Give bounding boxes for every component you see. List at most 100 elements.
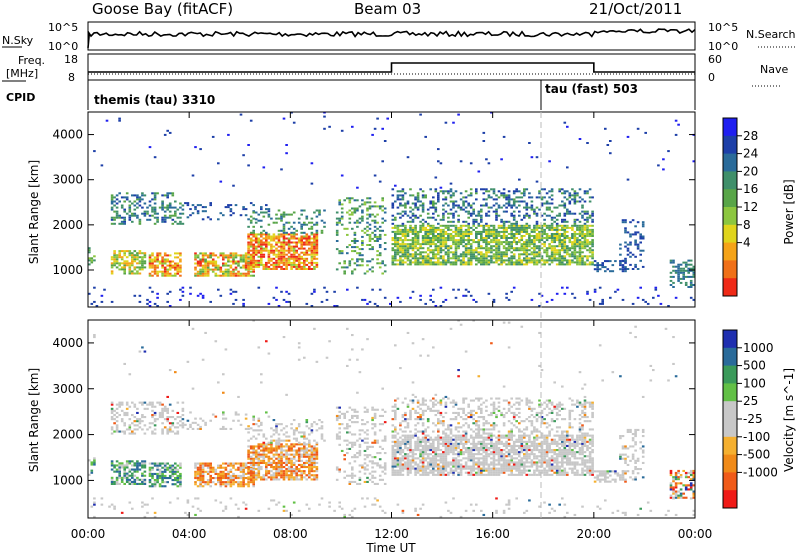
heatmap-cell [373, 174, 377, 177]
heatmap-cell [90, 302, 94, 305]
heatmap-cell [414, 245, 417, 248]
heatmap-cell [252, 247, 255, 250]
heatmap-cell [277, 251, 281, 254]
heatmap-cell [561, 241, 564, 244]
heatmap-cell [113, 222, 116, 225]
heatmap-cell [254, 478, 258, 481]
heatmap-cell [414, 261, 417, 264]
heatmap-cell [270, 268, 273, 270]
heatmap-cell [343, 470, 346, 473]
heatmap-cell [257, 243, 261, 246]
heatmap-cell [113, 196, 116, 199]
heatmap-cell [194, 481, 197, 484]
heatmap-cell [566, 212, 569, 215]
heatmap-cell [138, 220, 142, 223]
heatmap-cell [232, 302, 235, 305]
heatmap-cell [515, 200, 518, 203]
heatmap-cell [358, 478, 362, 481]
heatmap-cell [467, 251, 470, 254]
heatmap-cell [249, 255, 253, 258]
heatmap-cell [166, 272, 169, 275]
heatmap-cell [424, 235, 427, 237]
heatmap-cell [356, 456, 359, 459]
heatmap-cell [161, 479, 164, 482]
heatmap-cell [571, 235, 574, 237]
heatmap-cell [449, 233, 453, 235]
heatmap-cell [313, 245, 316, 248]
heatmap-cell [120, 204, 124, 207]
heatmap-cell [510, 259, 513, 262]
heatmap-cell [429, 230, 432, 233]
heatmap-cell [351, 476, 354, 479]
heatmap-cell [176, 216, 180, 219]
heatmap-cell [282, 445, 286, 448]
heatmap-cell [573, 253, 577, 256]
heatmap-cell [639, 233, 642, 236]
heatmap-cell [429, 216, 432, 219]
heatmap-cell [115, 420, 119, 423]
heatmap-cell [429, 261, 432, 264]
heatmap-cell [429, 188, 432, 191]
heatmap-cell [199, 262, 202, 265]
heatmap-cell [234, 462, 238, 465]
heatmap-cell [315, 235, 319, 238]
heatmap-cell [555, 226, 559, 229]
heatmap-cell [593, 264, 597, 267]
heatmap-cell [586, 212, 589, 215]
heatmap-cell [179, 212, 182, 215]
heatmap-cell [424, 243, 427, 246]
heatmap-cell [561, 233, 564, 235]
heatmap-cell [242, 302, 245, 305]
heatmap-cell [209, 468, 212, 471]
heatmap-cell [260, 259, 263, 262]
heatmap-cell [315, 257, 319, 260]
heatmap-cell [315, 243, 319, 246]
heatmap-cell [282, 235, 286, 238]
heatmap-cell [257, 443, 261, 446]
heatmap-cell [262, 449, 266, 452]
colorbar-swatch [723, 153, 737, 172]
heatmap-cell [280, 443, 283, 446]
heatmap-cell [285, 445, 288, 448]
heatmap-cell [280, 241, 283, 244]
heatmap-cell [482, 237, 486, 239]
heatmap-cell [391, 218, 395, 221]
freq-unit: [MHz] [6, 67, 38, 80]
heatmap-cell [437, 263, 440, 266]
heatmap-cell [287, 447, 291, 450]
heatmap-cell [540, 224, 544, 227]
heatmap-cell [247, 265, 250, 268]
heatmap-cell [449, 261, 453, 264]
heatmap-cell [313, 445, 316, 448]
heatmap-cell [143, 482, 147, 485]
heatmap-cell [277, 472, 281, 475]
heatmap-cell [373, 456, 377, 459]
heatmap-cell [123, 272, 126, 275]
heatmap-cell [356, 221, 359, 224]
heatmap-cell [588, 255, 592, 258]
heatmap-cell [429, 257, 432, 260]
heatmap-cell [254, 245, 258, 248]
heatmap-cell [487, 214, 491, 217]
heatmap-cell [657, 164, 660, 167]
heatmap-cell [305, 263, 309, 266]
heatmap-cell [381, 447, 384, 450]
heatmap-cell [211, 477, 215, 480]
heatmap-cell [472, 253, 475, 256]
heatmap-cell [495, 241, 498, 244]
heatmap-cell [530, 208, 534, 211]
heatmap-cell [363, 298, 367, 301]
heatmap-cell [201, 206, 205, 209]
heatmap-cell [518, 196, 521, 199]
heatmap-cell [563, 212, 567, 215]
heatmap-cell [272, 251, 276, 254]
heatmap-cell [227, 477, 230, 480]
heatmap-cell [254, 455, 258, 458]
heatmap-cell [128, 418, 132, 421]
heatmap-cell [161, 258, 164, 261]
heatmap-cell [581, 235, 584, 237]
heatmap-cell [262, 461, 266, 464]
heatmap-cell [138, 252, 142, 255]
heatmap-cell [209, 204, 212, 207]
heatmap-cell [282, 231, 286, 234]
